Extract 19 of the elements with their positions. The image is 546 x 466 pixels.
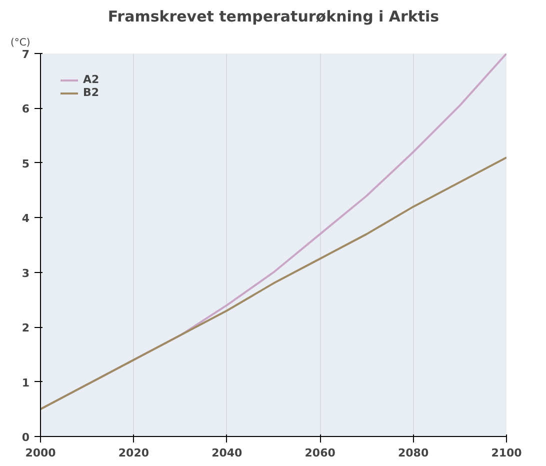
legend-label: A2	[83, 73, 100, 86]
x-tick-label: 2060	[304, 446, 336, 460]
y-tick-label: 0	[22, 431, 30, 444]
legend-label: B2	[83, 86, 100, 99]
y-tick-label: 2	[22, 322, 30, 335]
y-tick-label: 5	[22, 157, 30, 170]
y-tick-label: 7	[22, 48, 30, 61]
chart-title: Framskrevet temperaturøkning i Arktis	[108, 8, 440, 26]
y-tick-label: 1	[22, 376, 30, 390]
x-tick-label: 2100	[491, 446, 522, 460]
x-tick-label: 2000	[25, 446, 56, 460]
y-tick-label: 6	[22, 102, 30, 116]
x-tick-label: 2020	[118, 446, 150, 460]
x-tick-label: 2080	[398, 446, 429, 460]
y-tick-label: 4	[22, 212, 30, 226]
y-tick-label: 3	[22, 266, 30, 280]
x-tick-label: 2040	[212, 446, 243, 460]
line-series	[40, 156, 506, 410]
y-axis-title: (°C)	[10, 38, 30, 48]
